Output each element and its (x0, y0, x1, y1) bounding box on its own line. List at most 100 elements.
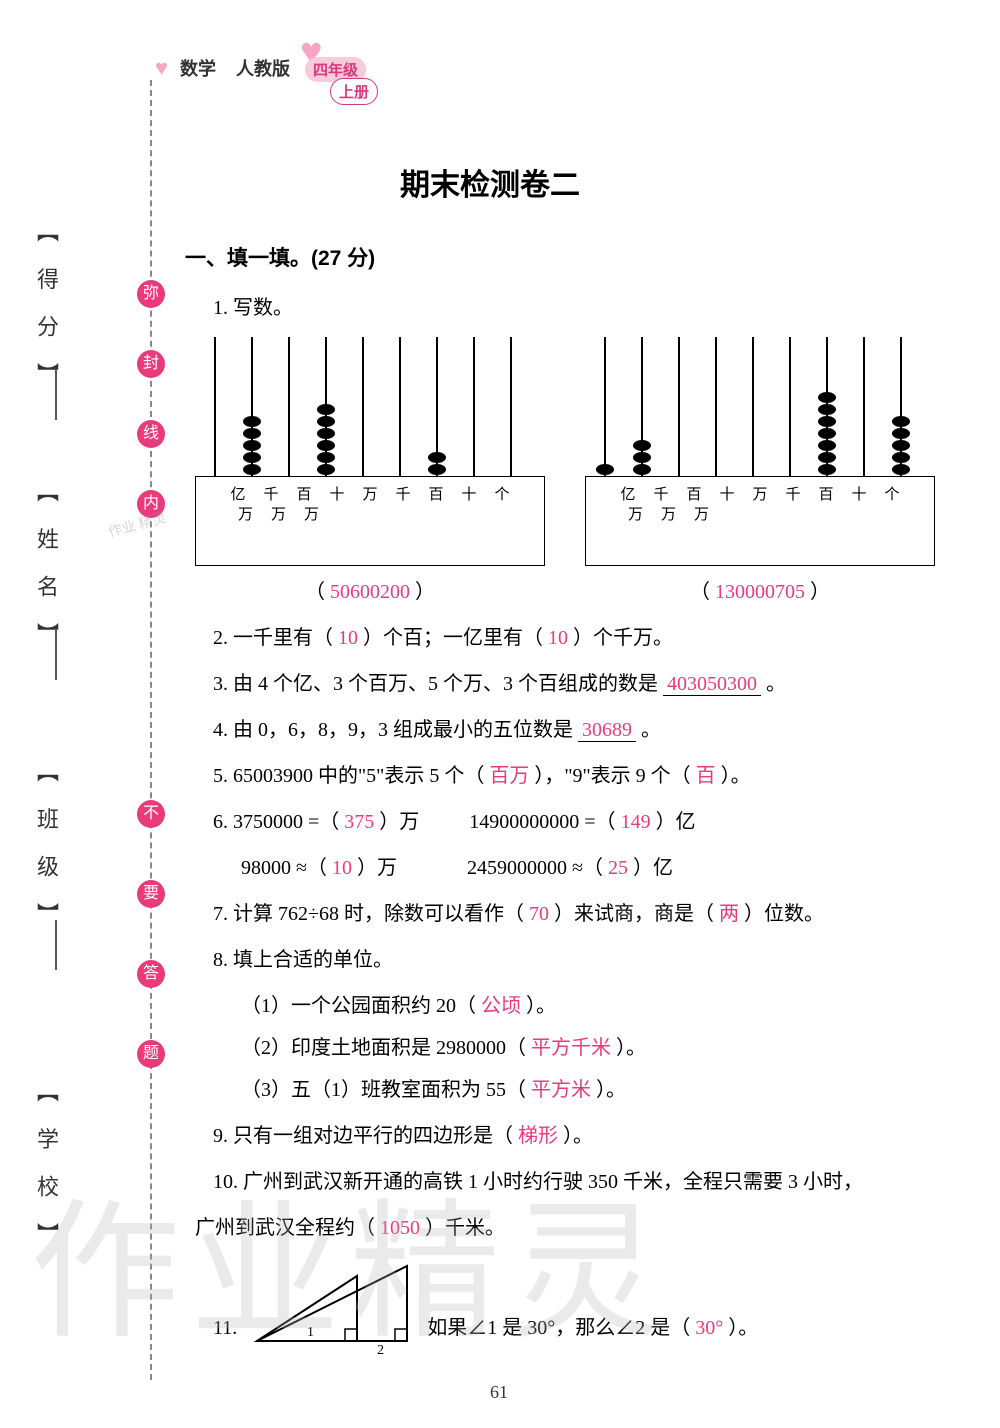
answer-text: 10 (338, 627, 358, 649)
margin-labels: 【 得 分 】 【 姓 名 】 【 班 级 】 【 学 校 】 (30, 200, 80, 1300)
section-heading: 一、填一填。(27 分) (185, 240, 965, 278)
page: ♥ ♥ 数学 人教版 四年级 上册 【 得 分 】 【 姓 名 】 【 班 级 … (0, 0, 1000, 1428)
q-text: ）。 (611, 1037, 646, 1059)
q10-line2: 广州到武汉全程约（ 1050 ）千米。 (195, 1210, 965, 1246)
page-header: 数学 人教版 四年级 上册 (180, 55, 378, 105)
q-text: （3）五（1）班教室面积为 55（ (241, 1079, 531, 1101)
triangle-svg: 1 2 (247, 1256, 417, 1356)
q-text: 。 (636, 719, 661, 741)
q-text: （1）一个公园面积约 20（ (241, 995, 481, 1017)
volume-badge: 上册 (330, 78, 378, 105)
q-text: 5. 65003900 中的"5"表示 5 个（ (213, 765, 489, 787)
q-text: ）位数。 (739, 903, 824, 925)
answer-text: 130000705 (715, 581, 805, 603)
seal-char: 弥 (137, 280, 165, 308)
q5: 5. 65003900 中的"5"表示 5 个（ 百万 ），"9"表示 9 个（… (213, 758, 965, 794)
seal-char: 不 (137, 800, 165, 828)
separator-line (55, 630, 57, 680)
q-text: ）。 (591, 1079, 626, 1101)
margin-label-name: 【 姓 名 】 (30, 480, 62, 655)
q-text: ）亿 (628, 857, 673, 879)
angle-2-label: 2 (377, 1343, 384, 1356)
abacus-left-wrapper: 亿千百十万千百十个 万万万 （ 50600200 ） (195, 336, 545, 610)
outer-triangle (257, 1266, 407, 1341)
q-text: 98000 ≈（ (241, 857, 332, 879)
q-text: 9. 只有一组对边平行的四边形是（ (213, 1125, 518, 1147)
answer-text: 公顷 (481, 995, 521, 1017)
abacus-rods (196, 327, 546, 477)
q-text: 广州到武汉全程约（ (195, 1217, 380, 1239)
answer-text: 70 (529, 903, 549, 925)
q8-2: （2）印度土地面积是 2980000（ 平方千米 ）。 (241, 1030, 965, 1066)
q-text: ）。 (521, 995, 556, 1017)
page-number: 61 (490, 1382, 508, 1403)
q-text: ）。 (723, 1317, 758, 1339)
answer-text: 10 (548, 627, 568, 649)
abacus-left: 亿千百十万千百十个 万万万 (195, 476, 545, 566)
margin-label-school: 【 学 校 】 (30, 1080, 62, 1255)
answer-text: 30689 (578, 719, 636, 742)
answer-text: 梯形 (518, 1125, 558, 1147)
answer-text: 30° (695, 1317, 723, 1339)
q-text: ）。 (716, 765, 751, 787)
q11: 11. 1 2 如果∠1 是 30°，那么∠2 是（ 30° ）。 (213, 1256, 965, 1356)
q-text: 3. 由 4 个亿、3 个百万、5 个万、3 个百组成的数是 (213, 673, 663, 695)
q9: 9. 只有一组对边平行的四边形是（ 梯形 ）。 (213, 1118, 965, 1154)
q8-head: 8. 填上合适的单位。 (213, 942, 965, 978)
separator-line (55, 370, 57, 420)
edition-label: 人教版 (236, 59, 290, 79)
q-text: 如果∠1 是 30°，那么∠2 是（ (427, 1317, 695, 1339)
q-text: ）个千万。 (568, 627, 673, 649)
answer-text: 149 (621, 811, 651, 833)
digit-sublabels: 万万万 (196, 502, 544, 529)
q-text: 7. 计算 762÷68 时，除数可以看作（ (213, 903, 529, 925)
q-text: ）万 (352, 857, 397, 879)
q8-3: （3）五（1）班教室面积为 55（ 平方米 ）。 (241, 1072, 965, 1108)
q-text: 4. 由 0，6，8，9，3 组成最小的五位数是 (213, 719, 578, 741)
q3: 3. 由 4 个亿、3 个百万、5 个万、3 个百组成的数是 403050300… (213, 666, 965, 702)
answer-text: 50600200 (330, 581, 410, 603)
q8-1: （1）一个公园面积约 20（ 公顷 ）。 (241, 988, 965, 1024)
right-angle-mark (395, 1329, 407, 1341)
stamp-text: 作业 精灵 (107, 511, 168, 541)
q-text: 。 (761, 673, 786, 695)
q-text: ）千米。 (420, 1217, 505, 1239)
q4: 4. 由 0，6，8，9，3 组成最小的五位数是 30689 。 (213, 712, 965, 748)
q6-line2: 98000 ≈（ 10 ）万 2459000000 ≈（ 25 ）亿 (241, 850, 965, 886)
q1-label: 1. 写数。 (213, 290, 965, 326)
seal-char: 要 (137, 880, 165, 908)
q-text: ）个百；一亿里有（ (358, 627, 548, 649)
subject-label: 数学 (180, 59, 216, 79)
seal-char: 题 (137, 1040, 165, 1068)
answer-text: 375 (344, 811, 374, 833)
seal-char: 封 (137, 350, 165, 378)
abacus-right: 亿千百十万千百十个 万万万 (585, 476, 935, 566)
digit-sublabels: 万万万 (586, 502, 934, 529)
answer-text: 百万 (489, 765, 529, 787)
answer-text: 百 (696, 765, 716, 787)
abacus-left-answer: （ 50600200 ） (195, 574, 545, 610)
q2: 2. 一千里有（ 10 ）个百；一亿里有（ 10 ）个千万。 (213, 620, 965, 656)
seal-char: 答 (137, 960, 165, 988)
answer-text: 10 (332, 857, 352, 879)
q-text: 14900000000 =（ (469, 811, 620, 833)
answer-text: 两 (719, 903, 739, 925)
answer-text: 1050 (380, 1217, 420, 1239)
q10: 10. 广州到武汉新开通的高铁 1 小时约行驶 350 千米，全程只需要 3 小… (213, 1164, 965, 1200)
abacus-row: 亿千百十万千百十个 万万万 （ 50600200 ） 亿千百十万千百十个 万万万… (195, 336, 965, 610)
q-text: 2. 一千里有（ (213, 627, 338, 649)
answer-text: 平方千米 (531, 1037, 611, 1059)
stamp-icon: 作业 精灵 (97, 492, 183, 578)
answer-text: 25 (608, 857, 628, 879)
margin-label-class: 【 班 级 】 (30, 760, 62, 935)
exam-title: 期末检测卷二 (400, 160, 580, 204)
q-text: ）来试商，商是（ (549, 903, 719, 925)
q-text: 6. 3750000 =（ (213, 811, 344, 833)
q-text: ）亿 (651, 811, 696, 833)
abacus-right-wrapper: 亿千百十万千百十个 万万万 （ 130000705 ） (585, 336, 935, 610)
q7: 7. 计算 762÷68 时，除数可以看作（ 70 ）来试商，商是（ 两 ）位数… (213, 896, 965, 932)
q-text: ）万 (374, 811, 419, 833)
triangle-figure: 1 2 (247, 1256, 417, 1356)
q-text: （2）印度土地面积是 2980000（ (241, 1037, 531, 1059)
content-area: 一、填一填。(27 分) 1. 写数。 亿千百十万千百十个 万万万 （ 5060… (185, 240, 965, 1366)
